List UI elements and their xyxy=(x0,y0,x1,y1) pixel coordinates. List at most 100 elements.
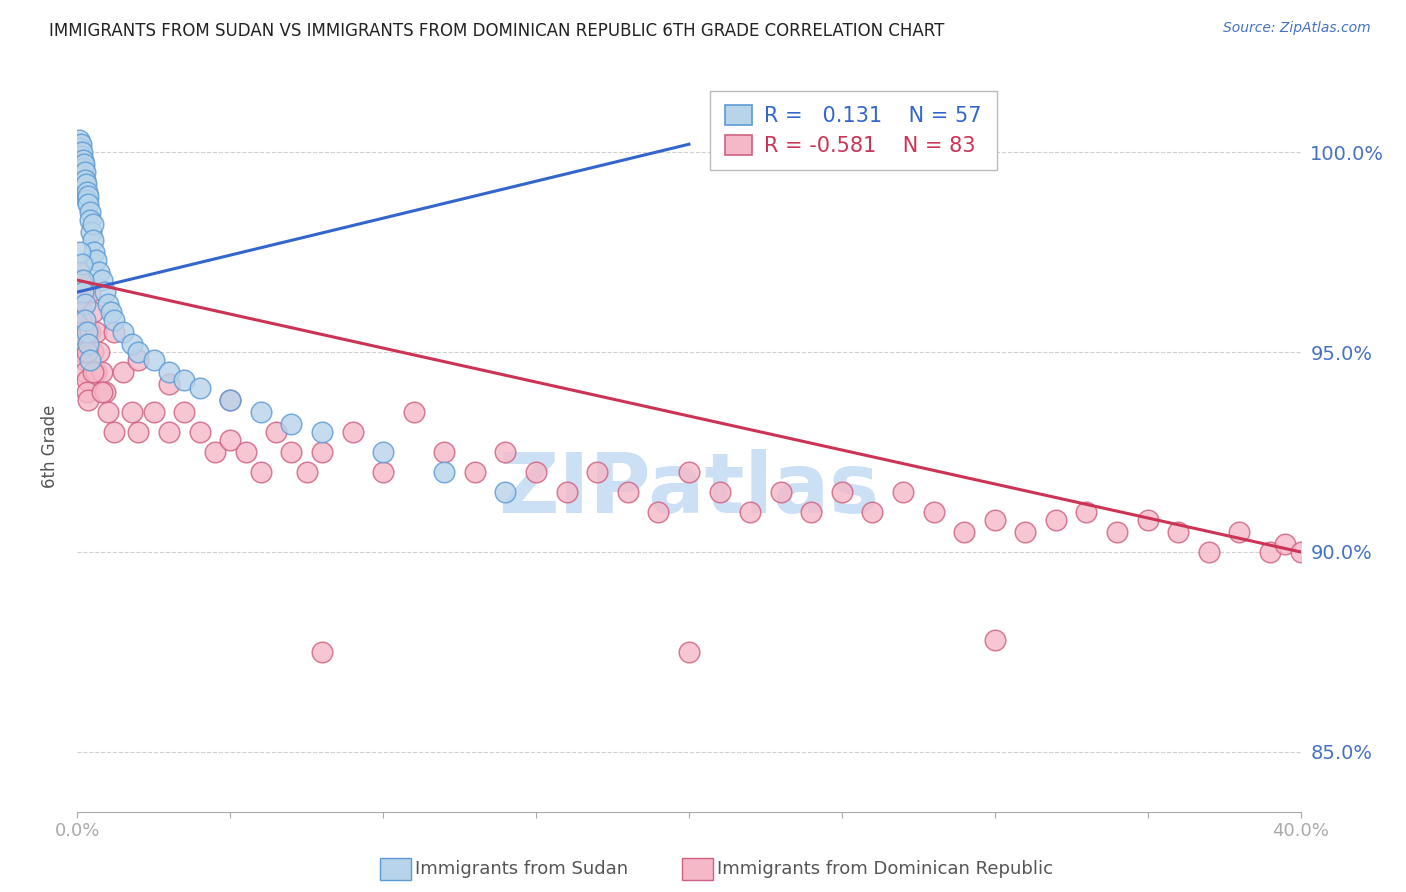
Point xyxy=(555,485,578,500)
Point xyxy=(1076,505,1098,519)
Point xyxy=(94,285,117,299)
Point xyxy=(90,365,112,379)
Point xyxy=(72,165,94,179)
Point xyxy=(495,445,517,459)
Point xyxy=(280,417,302,431)
Point xyxy=(84,365,107,379)
Point xyxy=(82,345,104,359)
Point xyxy=(72,333,94,347)
Point xyxy=(922,505,945,519)
Point xyxy=(188,425,211,439)
Point xyxy=(90,273,112,287)
Point xyxy=(862,505,884,519)
Text: IMMIGRANTS FROM SUDAN VS IMMIGRANTS FROM DOMINICAN REPUBLIC 6TH GRADE CORRELATIO: IMMIGRANTS FROM SUDAN VS IMMIGRANTS FROM… xyxy=(49,22,945,40)
Point xyxy=(402,405,425,419)
Point xyxy=(769,485,792,500)
Text: Source: ZipAtlas.com: Source: ZipAtlas.com xyxy=(1223,21,1371,36)
Point xyxy=(678,465,700,479)
Point xyxy=(112,325,135,339)
Point xyxy=(97,405,120,419)
Point xyxy=(82,233,104,247)
Point xyxy=(70,157,93,171)
Point xyxy=(73,353,96,368)
Point xyxy=(219,392,242,407)
Point xyxy=(97,297,120,311)
Point xyxy=(76,185,98,199)
Point xyxy=(1229,524,1251,539)
Point xyxy=(90,385,112,400)
Point xyxy=(76,385,98,400)
Point xyxy=(76,373,98,387)
Point xyxy=(1198,545,1220,559)
Point xyxy=(67,265,90,279)
Point xyxy=(219,392,242,407)
Point xyxy=(264,425,287,439)
Point xyxy=(70,149,93,163)
Text: ZIPatlas: ZIPatlas xyxy=(499,450,879,531)
Point xyxy=(1107,524,1129,539)
Point xyxy=(87,265,110,279)
Point xyxy=(157,425,180,439)
Point xyxy=(77,197,100,211)
Point xyxy=(740,505,762,519)
Point xyxy=(70,145,93,160)
Point xyxy=(70,137,93,152)
Point xyxy=(142,405,165,419)
Point xyxy=(112,365,135,379)
Point xyxy=(891,485,914,500)
Point xyxy=(984,632,1007,647)
Point xyxy=(75,178,97,192)
Point xyxy=(617,485,640,500)
Point xyxy=(72,345,94,359)
Point xyxy=(69,285,91,299)
Point xyxy=(69,145,91,160)
Point xyxy=(79,325,101,339)
Point xyxy=(647,505,669,519)
Point xyxy=(103,425,125,439)
Point xyxy=(188,381,211,395)
Text: Immigrants from Dominican Republic: Immigrants from Dominican Republic xyxy=(717,860,1053,878)
Point xyxy=(70,305,93,319)
Point xyxy=(678,645,700,659)
Point xyxy=(72,273,94,287)
Point xyxy=(1167,524,1189,539)
Point xyxy=(82,365,104,379)
Point xyxy=(464,465,486,479)
Point xyxy=(87,345,110,359)
Point xyxy=(495,485,517,500)
Point xyxy=(1136,513,1159,527)
Point xyxy=(83,245,105,260)
Point xyxy=(77,392,100,407)
Point xyxy=(280,445,302,459)
Point xyxy=(219,433,242,447)
Point xyxy=(173,373,195,387)
Point xyxy=(1045,513,1067,527)
Legend: R =   0.131    N = 57, R = -0.581    N = 83: R = 0.131 N = 57, R = -0.581 N = 83 xyxy=(710,91,997,170)
Point xyxy=(953,524,976,539)
Point xyxy=(100,305,122,319)
Point xyxy=(142,353,165,368)
Point xyxy=(76,325,98,339)
Point xyxy=(82,305,104,319)
Point xyxy=(103,325,125,339)
Point xyxy=(72,169,94,184)
Point xyxy=(69,153,91,168)
Point xyxy=(586,465,609,479)
Point xyxy=(157,377,180,392)
Point xyxy=(72,153,94,168)
Point xyxy=(204,445,226,459)
Point xyxy=(1274,537,1296,551)
Point xyxy=(79,353,101,368)
Point xyxy=(73,157,96,171)
Point xyxy=(1289,545,1312,559)
Point xyxy=(67,137,90,152)
Point xyxy=(433,465,456,479)
Point xyxy=(173,405,195,419)
Point xyxy=(128,425,150,439)
Point xyxy=(77,337,100,351)
Point xyxy=(84,325,107,339)
Point xyxy=(235,445,257,459)
Point xyxy=(76,193,98,207)
Point xyxy=(69,245,91,260)
Point xyxy=(371,445,394,459)
